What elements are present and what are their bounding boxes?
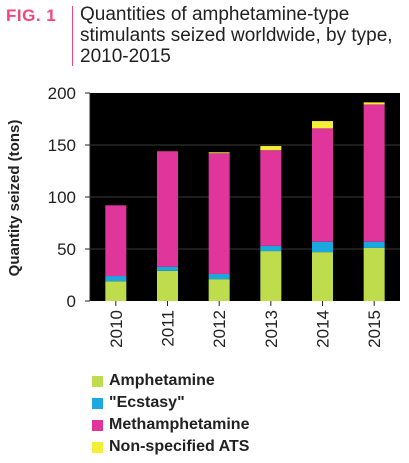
bar-segment — [312, 128, 333, 242]
legend-swatch — [92, 441, 103, 453]
title-divider — [72, 6, 73, 66]
y-tick-label: 50 — [57, 240, 76, 259]
x-tick-label: 2014 — [314, 310, 333, 348]
bar-segment — [105, 281, 127, 301]
bar-segment — [312, 252, 333, 301]
bar-segment — [363, 247, 385, 301]
legend-item: Amphetamine — [92, 370, 249, 392]
bar-segment — [312, 241, 333, 253]
figure-label: FIG. 1 — [6, 6, 57, 25]
bar-segment — [208, 273, 230, 280]
bar-segment — [260, 146, 282, 151]
bar-segment — [260, 150, 282, 246]
bar-segment — [208, 152, 230, 154]
bar-segment — [208, 153, 230, 274]
legend-item: Non-specified ATS — [92, 436, 249, 458]
legend-item: "Ecstasy" — [92, 392, 249, 414]
x-tick-label: 2010 — [107, 310, 126, 348]
y-tick-label: 0 — [67, 292, 76, 311]
bar-chart: Quantity seized (tons) 0 50 100 150 200 2010 2… — [6, 84, 400, 348]
bar-segment — [363, 102, 385, 105]
x-tick-label: 2015 — [365, 310, 384, 348]
legend-label: Amphetamine — [109, 372, 215, 389]
bar-segment — [260, 251, 282, 301]
bar-segment — [105, 205, 127, 277]
legend-label: Methamphetamine — [109, 416, 250, 433]
legend-label: "Ecstasy" — [109, 394, 185, 411]
x-tick-label: 2012 — [210, 310, 229, 348]
x-tick-label: 2011 — [159, 310, 178, 347]
bar-segment — [157, 151, 178, 267]
legend: Amphetamine "Ecstasy" Methamphetamine Non-s… — [92, 370, 249, 458]
legend-swatch — [92, 397, 103, 409]
bar-segment — [157, 270, 178, 301]
plot-area: 0 50 100 150 200 2010 2011 2012 2013 2014 2015 — [48, 84, 400, 348]
x-tick-label: 2013 — [262, 310, 281, 348]
bar-segment — [363, 104, 385, 242]
y-tick-label: 200 — [48, 84, 76, 103]
y-tick-label: 100 — [48, 188, 76, 207]
y-tick-label: 150 — [48, 136, 76, 155]
legend-item: Methamphetamine — [92, 414, 249, 436]
bar-segment — [363, 241, 385, 248]
legend-swatch — [92, 419, 103, 431]
legend-swatch — [92, 375, 103, 387]
bar-segment — [157, 266, 178, 271]
y-axis-label: Quantity seized (tons) — [6, 120, 23, 277]
legend-label: Non-specified ATS — [109, 438, 250, 455]
chart-title: Quantities of amphetamine-type stimulant… — [80, 4, 393, 67]
bar-segment — [312, 121, 333, 129]
bar-segment — [208, 279, 230, 301]
bar-segment — [260, 245, 282, 252]
bar-segment — [105, 276, 127, 282]
